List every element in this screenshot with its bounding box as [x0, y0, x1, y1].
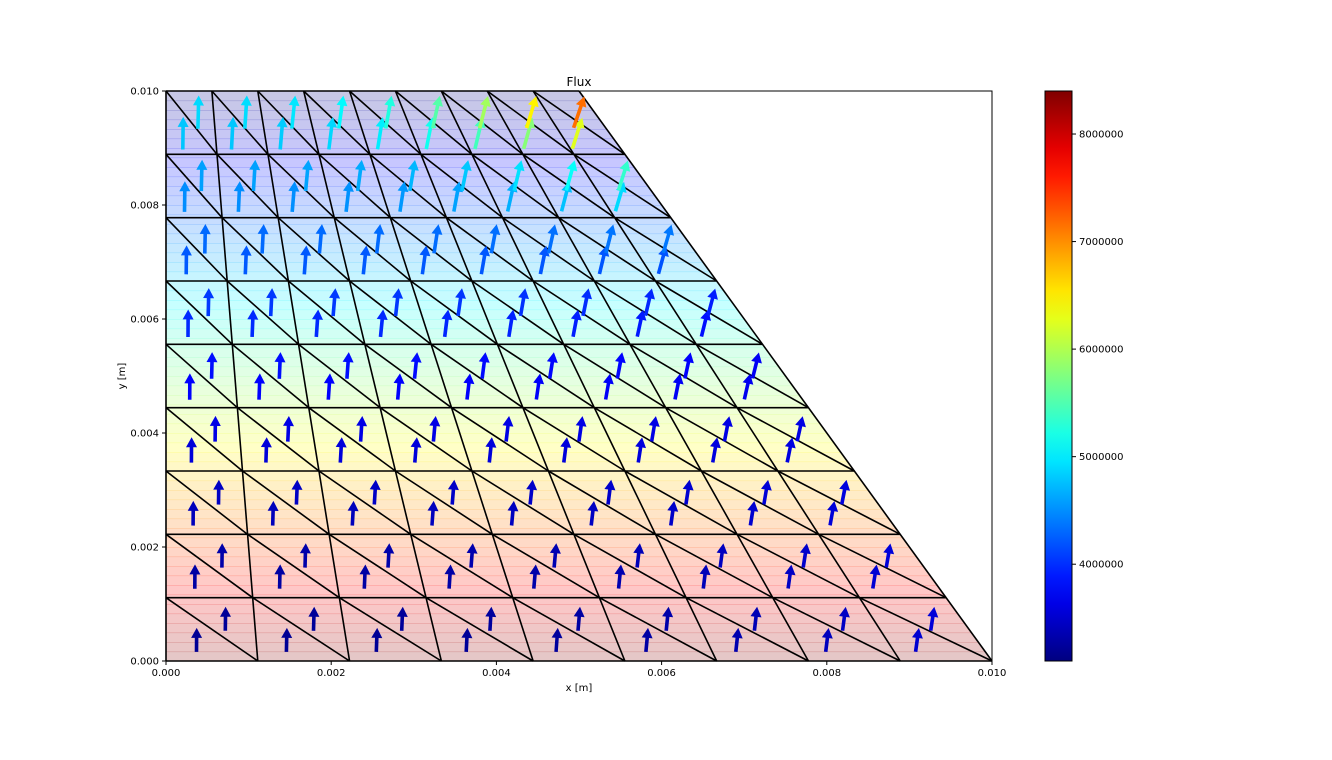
field-band [166, 566, 992, 576]
colorbar-tick-label: 5000000 [1079, 452, 1124, 463]
field-band [166, 519, 992, 529]
chart-title: Flux [567, 75, 592, 89]
field-band [166, 500, 992, 510]
y-tick-label: 0.006 [130, 315, 159, 326]
field-band [166, 652, 992, 662]
x-tick-label: 0.000 [152, 668, 181, 679]
y-tick-label: 0.008 [130, 201, 159, 212]
y-tick-label: 0.000 [130, 657, 159, 668]
y-axis: 0.000 0.002 0.004 0.006 0.008 0.010 [130, 87, 166, 668]
x-tick-label: 0.002 [317, 668, 346, 679]
field-band [166, 490, 992, 500]
colorbar-tick-label: 7000000 [1079, 237, 1124, 248]
x-tick-label: 0.006 [647, 668, 676, 679]
x-tick-label: 0.008 [812, 668, 841, 679]
plot-area [166, 91, 992, 662]
field-band [166, 642, 992, 652]
colorbar-tick-label: 8000000 [1079, 130, 1124, 141]
x-axis: 0.000 0.002 0.004 0.006 0.008 0.010 [152, 661, 1007, 679]
colorbar-gradient [1045, 91, 1072, 661]
field-band [166, 576, 992, 586]
colorbar-tick-label: 4000000 [1079, 560, 1124, 571]
field-band [166, 595, 992, 605]
x-tick-label: 0.004 [482, 668, 511, 679]
colorbar-ticks: 4000000 5000000 6000000 7000000 8000000 [1072, 130, 1124, 571]
colorbar-tick-label: 6000000 [1079, 345, 1124, 356]
x-tick-label: 0.010 [978, 668, 1007, 679]
y-tick-label: 0.010 [130, 87, 159, 98]
colorbar: 4000000 5000000 6000000 7000000 8000000 [1045, 91, 1124, 661]
y-tick-label: 0.002 [130, 543, 159, 554]
y-tick-label: 0.004 [130, 429, 159, 440]
y-axis-label: y [m] [117, 363, 128, 390]
x-axis-label: x [m] [566, 683, 593, 694]
